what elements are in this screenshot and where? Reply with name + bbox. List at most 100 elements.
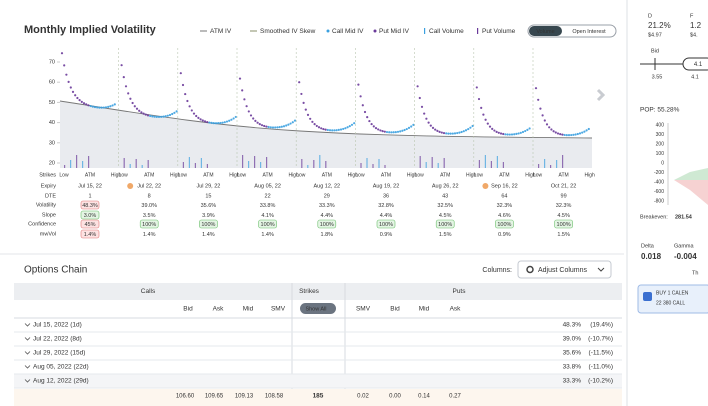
- pnl-tick: 400: [656, 122, 665, 128]
- iv-dot: [554, 131, 557, 134]
- iv-dot: [317, 126, 321, 129]
- row-label: Slope: [42, 212, 56, 218]
- expiration-change: (19.4%): [590, 322, 613, 329]
- breakeven-value: 281.54: [675, 214, 693, 220]
- iv-dot: [390, 131, 393, 134]
- volume-bar: [502, 162, 504, 168]
- order-text: BUY 1 CALEN: [656, 290, 689, 296]
- mwvol-value: 1.8%: [321, 232, 334, 238]
- column-header: Ask: [213, 306, 225, 313]
- volume-bar: [562, 155, 564, 168]
- iv-dot: [548, 126, 551, 129]
- iv-dot: [313, 123, 316, 126]
- value-pill: [139, 219, 159, 229]
- volume-bar: [260, 162, 262, 168]
- show-all-pill[interactable]: [300, 303, 336, 314]
- iv-dot: [274, 126, 277, 129]
- iv-dot: [247, 110, 250, 113]
- iv-dot: [184, 92, 187, 96]
- iv-dot: [552, 130, 555, 133]
- iv-dot: [578, 132, 582, 135]
- iv-dot: [524, 129, 527, 133]
- range-label: 3.55: [652, 74, 663, 80]
- confidence-value: 100%: [261, 222, 275, 228]
- slider-bubble[interactable]: [682, 57, 708, 71]
- toggle-active[interactable]: [529, 26, 562, 36]
- strike-label: ATM: [322, 172, 332, 178]
- iv-dot: [366, 116, 369, 119]
- iv-dot: [471, 124, 474, 128]
- mwvol-value: 1.4%: [202, 232, 215, 238]
- iv-dot: [337, 128, 340, 132]
- mwvol-value: 1.5%: [439, 232, 452, 238]
- iv-dot: [458, 131, 461, 134]
- iv-dot: [265, 125, 268, 128]
- expiration-label[interactable]: Aug 12, 2022 (29d): [33, 378, 89, 385]
- iv-dot: [587, 127, 590, 131]
- expiration-change: (-10.2%): [588, 378, 613, 385]
- value-pill: [317, 219, 337, 229]
- volume-bar: [70, 160, 72, 168]
- expiry-label: Jul 22, 22: [137, 183, 161, 189]
- iv-dot: [467, 127, 470, 131]
- iv-dot: [138, 109, 141, 112]
- scroll-arrow[interactable]: [596, 88, 606, 102]
- iv-dot: [331, 129, 334, 132]
- order-card[interactable]: [637, 284, 708, 314]
- group-header: Puts: [452, 288, 466, 295]
- value-pill: [376, 219, 396, 229]
- legend-label[interactable]: Call Volume: [429, 28, 464, 35]
- strike-label: High: [229, 172, 240, 178]
- iv-dot: [423, 112, 426, 115]
- iv-dot: [223, 121, 226, 124]
- toggle-option[interactable]: Open Interest: [572, 29, 606, 35]
- legend-label[interactable]: Smoothed IV Skew: [260, 28, 316, 35]
- legend-label[interactable]: Call Mid IV: [332, 28, 364, 35]
- iv-dot: [67, 80, 70, 84]
- expiration-label[interactable]: Jul 15, 2022 (1d): [33, 322, 82, 329]
- chevron-icon: [597, 267, 605, 272]
- slope-value: 4.1%: [261, 213, 274, 219]
- strike-label: ATM: [440, 172, 450, 178]
- expiration-label[interactable]: Aug 05, 2022 (22d): [33, 364, 89, 371]
- toggle-option[interactable]: Volume: [536, 29, 554, 35]
- expiration-label[interactable]: Jul 29, 2022 (15d): [33, 350, 85, 357]
- legend-label[interactable]: ATM IV: [210, 28, 232, 35]
- expiration-label[interactable]: Jul 22, 2022 (8d): [33, 336, 82, 343]
- expiration-iv: 48.3%: [563, 322, 582, 329]
- iv-dot: [401, 129, 404, 132]
- greek-pct: 21.2%: [648, 21, 671, 30]
- strike-label: High: [288, 172, 299, 178]
- strike-label: ATM: [499, 172, 509, 178]
- volume-bar: [384, 165, 386, 168]
- slope-value: 3.9%: [202, 213, 215, 219]
- row-chevron: [24, 365, 31, 369]
- iv-dot: [480, 106, 483, 110]
- row-label: mwVol: [40, 231, 56, 237]
- adjust-columns-button[interactable]: [517, 260, 612, 279]
- expiry-label: Sep 16, 22: [491, 183, 518, 189]
- volume-bar: [248, 161, 250, 168]
- iv-dot: [394, 130, 397, 134]
- iv-dot: [464, 129, 468, 132]
- iv-dot: [440, 131, 443, 134]
- iv-dot: [155, 115, 158, 118]
- strike-price: 185: [313, 393, 324, 400]
- legend-label[interactable]: Put Mid IV: [379, 28, 410, 35]
- iv-dot: [100, 106, 103, 109]
- iv-dot: [449, 132, 452, 135]
- group-header: Calls: [141, 288, 156, 295]
- strike-filter[interactable]: Show All: [305, 306, 326, 312]
- button-label[interactable]: Adjust Columns: [538, 267, 588, 274]
- iv-dot: [144, 113, 147, 116]
- volume-bar: [478, 160, 480, 168]
- iv-dot: [311, 120, 314, 123]
- legend-label[interactable]: Put Volume: [482, 28, 516, 35]
- iv-dot: [504, 133, 507, 136]
- iv-dot: [370, 122, 373, 126]
- row-label: Confidence: [28, 221, 56, 227]
- iv-dot: [104, 106, 108, 109]
- iv-dot: [320, 127, 323, 130]
- expiration-iv: 39.0%: [563, 336, 582, 343]
